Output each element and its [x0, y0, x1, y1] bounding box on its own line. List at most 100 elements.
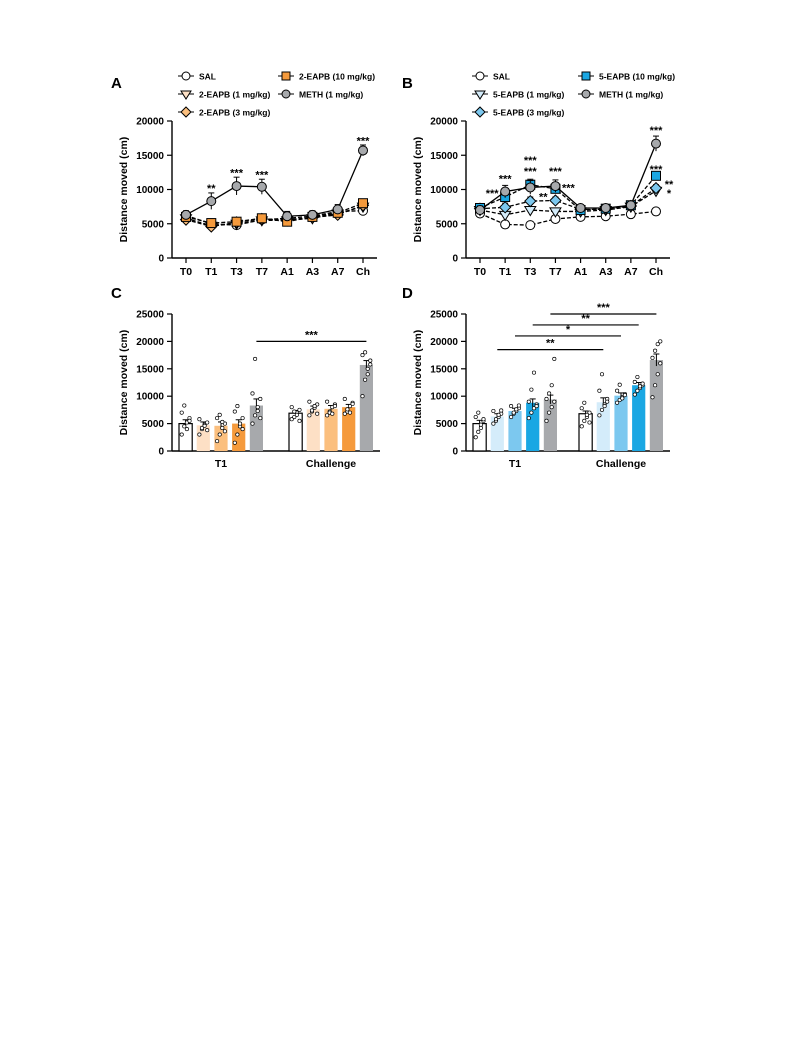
- y-tick-label: 20000: [136, 117, 164, 128]
- y-tick-label: 15000: [430, 364, 458, 375]
- y-axis-label: Distance moved (cm): [412, 137, 424, 243]
- y-tick-label: 5000: [142, 219, 165, 230]
- individual-point: [250, 391, 255, 396]
- y-tick-label: 20000: [430, 337, 458, 348]
- bar: [342, 407, 356, 451]
- individual-point: [531, 406, 537, 411]
- legend-label: SAL: [199, 72, 216, 82]
- y-tick-label: 25000: [430, 310, 458, 321]
- individual-point: [232, 409, 237, 414]
- legend-label: 5-EAPB (3 mg/kg): [493, 108, 564, 118]
- individual-point: [255, 405, 260, 410]
- legend-entry: METH (1 mg/kg): [578, 89, 663, 100]
- data-point: [649, 181, 663, 195]
- legend-marker: [281, 71, 291, 81]
- series-2: [508, 382, 628, 451]
- individual-point: [289, 417, 294, 422]
- data-point: [525, 220, 536, 231]
- y-axis-label: Distance moved (cm): [118, 330, 130, 436]
- individual-point: [587, 420, 592, 425]
- panel-letter: B: [402, 75, 413, 92]
- individual-point: [635, 388, 640, 393]
- individual-point: [307, 399, 312, 404]
- data-point: [307, 209, 318, 220]
- legend-marker: [474, 106, 486, 118]
- significance-label: ***: [486, 188, 500, 200]
- individual-point: [526, 399, 531, 404]
- individual-point: [650, 395, 655, 400]
- individual-point: [215, 439, 220, 444]
- significance-label: ***: [524, 166, 538, 178]
- data-point: [231, 216, 242, 227]
- individual-point: [584, 412, 589, 417]
- data-point: [549, 194, 562, 207]
- legend-entry: 5-EAPB (3 mg/kg): [472, 106, 564, 118]
- individual-point: [511, 410, 516, 415]
- individual-point: [205, 420, 210, 425]
- individual-point: [253, 356, 258, 361]
- individual-point: [297, 418, 302, 423]
- individual-point: [531, 370, 537, 375]
- individual-point: [579, 406, 584, 411]
- individual-point: [258, 396, 263, 401]
- x-tick-label: A3: [306, 266, 320, 278]
- legend-marker: [475, 71, 485, 81]
- series-4: [475, 135, 661, 216]
- data-point: [282, 211, 293, 222]
- individual-point: [237, 421, 243, 426]
- x-tick-label: T1: [499, 266, 511, 278]
- individual-point: [579, 424, 584, 429]
- legend-marker: [581, 71, 591, 81]
- individual-point: [205, 428, 210, 433]
- individual-point: [202, 423, 207, 428]
- individual-point: [599, 407, 605, 412]
- individual-point: [312, 404, 317, 409]
- individual-point: [516, 403, 521, 408]
- individual-point: [363, 350, 368, 355]
- data-point: [358, 145, 368, 156]
- legend-marker: [581, 89, 591, 99]
- individual-point: [235, 432, 240, 437]
- individual-point: [347, 404, 353, 409]
- individual-point: [509, 404, 514, 409]
- individual-point: [640, 381, 645, 386]
- significance-label: ***: [650, 125, 664, 137]
- individual-point: [552, 399, 557, 404]
- panel-letter: D: [402, 285, 413, 302]
- panel-b: 0 5000 10000 15000 20000 Distance moved (cm) B…: [402, 71, 675, 278]
- individual-point: [615, 388, 620, 393]
- individual-point: [350, 401, 355, 406]
- y-tick-label: 0: [158, 254, 164, 265]
- significance-label: ***: [499, 174, 513, 186]
- data-point: [524, 194, 537, 208]
- series-1: [196, 399, 320, 451]
- legend-entry: SAL: [178, 71, 216, 82]
- series-0: [475, 206, 661, 231]
- series-3: [526, 370, 646, 451]
- individual-point: [549, 383, 554, 388]
- legend-entry: METH (1 mg/kg): [278, 89, 363, 100]
- significance-label: ***: [650, 164, 664, 176]
- legend-entry: 2-EAPB (1 mg/kg): [178, 90, 270, 100]
- individual-point: [325, 413, 330, 418]
- series-1: [490, 372, 610, 451]
- data-point: [651, 138, 661, 149]
- individual-point: [182, 403, 187, 408]
- legend: SAL 5-EAPB (10 mg/kg) 5-EAPB (1 mg/kg) METH…: [472, 71, 675, 118]
- individual-point: [294, 412, 299, 417]
- data-point: [256, 213, 267, 224]
- x-tick-label: A1: [574, 266, 588, 278]
- individual-point: [297, 407, 302, 412]
- legend-label: SAL: [493, 72, 510, 82]
- individual-point: [514, 407, 519, 412]
- panel-letter: A: [111, 75, 122, 92]
- significance-label: *: [667, 188, 672, 200]
- y-tick-label: 10000: [430, 185, 458, 196]
- significance-label: **: [539, 191, 548, 203]
- individual-point: [615, 400, 620, 405]
- data-point: [525, 182, 536, 193]
- individual-point: [215, 416, 220, 421]
- individual-point: [476, 429, 481, 434]
- y-tick-label: 15000: [136, 364, 164, 375]
